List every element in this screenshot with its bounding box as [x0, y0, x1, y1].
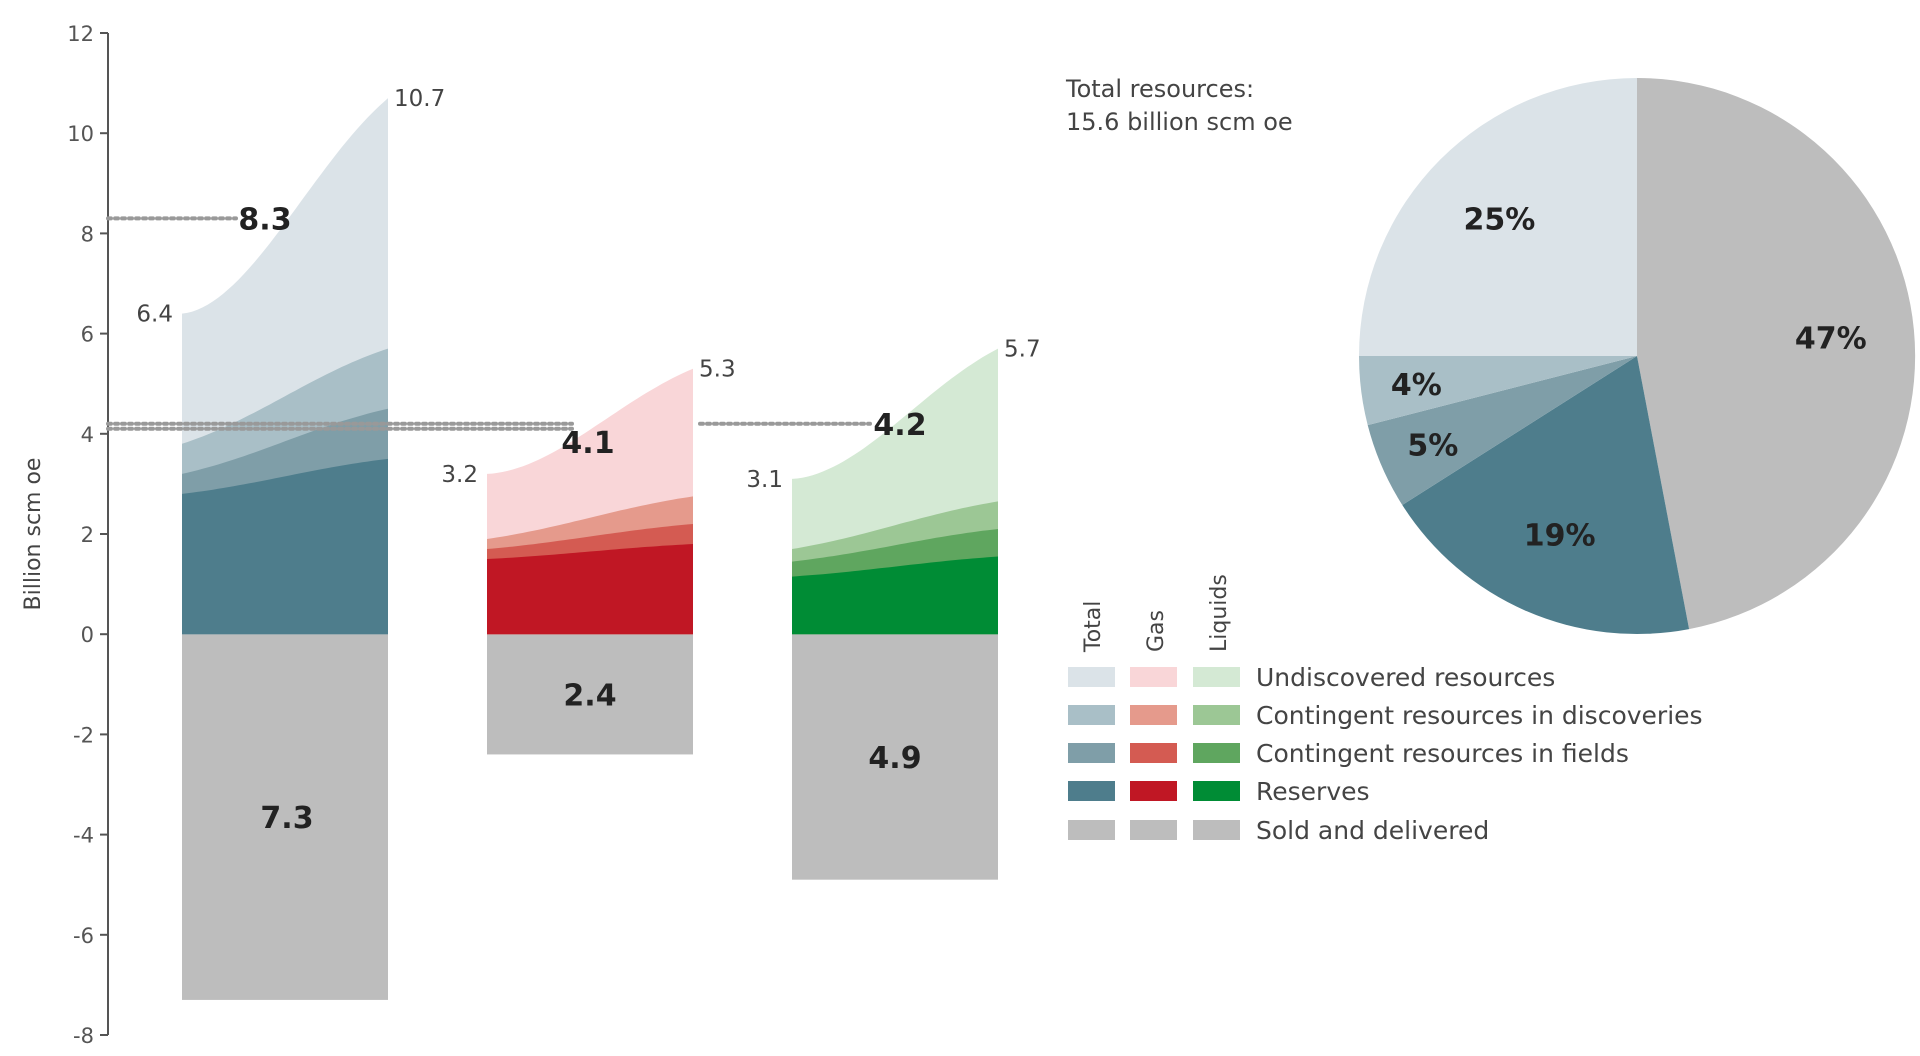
sold-delivered-bar: [182, 634, 388, 1000]
low-estimate-label: 6.4: [136, 302, 173, 328]
y-tick-label: 8: [81, 222, 94, 246]
y-axis-label: Billion scm oe: [21, 458, 46, 611]
legend: Total Gas Liquids Undiscovered resources Con…: [1068, 574, 1703, 845]
sold-delivered-bar: [792, 634, 998, 880]
pie-slice-label: 25%: [1463, 202, 1535, 237]
legend-swatch: [1130, 705, 1177, 725]
y-tick-label: 4: [81, 423, 94, 447]
group-total: 7.3 6.4 10.7: [136, 86, 445, 1000]
y-tick-label: -8: [73, 1024, 94, 1048]
area-groups: 7.3 6.4 10.7 2.4 3.2 5.3 4.9 3.1 5.7 8.3 4.1 4.2: [106, 86, 1041, 1000]
legend-swatch: [1130, 743, 1177, 763]
legend-swatch: [1068, 705, 1115, 725]
sold-delivered-label: 7.3: [260, 801, 313, 836]
legend-label: Contingent resources in discoveries: [1256, 701, 1703, 730]
reserves-area: [182, 458, 388, 635]
legend-swatch: [1193, 743, 1240, 763]
pie-slice-label: 5%: [1407, 428, 1458, 463]
legend-swatch: [1068, 820, 1115, 840]
legend-swatch: [1068, 667, 1115, 687]
reserves-area: [792, 556, 998, 635]
y-tick-label: 12: [67, 22, 94, 46]
legend-header-total: Total: [1081, 601, 1106, 653]
sold-delivered-bar: [487, 634, 693, 755]
legend-label: Undiscovered resources: [1256, 663, 1555, 692]
y-tick-label: 2: [81, 523, 94, 547]
legend-swatch: [1130, 781, 1177, 801]
pie-slice-label: 19%: [1524, 519, 1596, 554]
y-tick-label: -2: [73, 723, 94, 747]
pie-slice: [1367, 356, 1637, 505]
reserves-area: [487, 544, 693, 635]
high-estimate-label: 5.3: [699, 357, 736, 383]
pie-slice: [1637, 77, 1916, 630]
legend-swatch: [1068, 781, 1115, 801]
pie-slice-label: 47%: [1795, 322, 1867, 357]
legend-swatch: [1193, 820, 1240, 840]
group-liquids: 4.9 3.1 5.7: [746, 337, 1041, 880]
group-gas: 2.4 3.2 5.3: [441, 357, 736, 755]
pie-slice: [1359, 78, 1637, 356]
pie-slice: [1402, 356, 1690, 635]
expected-label: 4.1: [561, 426, 614, 461]
high-estimate-label: 10.7: [394, 86, 445, 112]
expected-label: 4.2: [873, 408, 926, 443]
legend-swatch: [1193, 781, 1240, 801]
y-tick-label: 0: [81, 623, 94, 647]
y-tick-label: 6: [81, 323, 94, 347]
pie-chart: Total resources: 15.6 billion scm oe 47% 19…: [1065, 75, 1916, 635]
expected-label: 8.3: [238, 202, 291, 237]
legend-header-liquids: Liquids: [1207, 574, 1232, 652]
pie-title-line1: Total resources:: [1065, 75, 1254, 103]
sold-delivered-label: 4.9: [868, 741, 921, 776]
legend-swatch: [1193, 667, 1240, 687]
legend-swatch: [1068, 743, 1115, 763]
y-axis: 12 10 8 6 4 2 0 -2 -4 -6 -8 Billion scm oe: [21, 22, 109, 1048]
legend-swatch: [1130, 667, 1177, 687]
legend-label: Reserves: [1256, 777, 1370, 806]
low-estimate-label: 3.1: [746, 467, 783, 493]
y-tick-label: -4: [73, 824, 94, 848]
high-estimate-label: 5.7: [1004, 337, 1041, 363]
y-tick-label: -6: [73, 924, 94, 948]
legend-swatch: [1130, 820, 1177, 840]
legend-label: Contingent resources in fields: [1256, 739, 1629, 768]
pie-slice: [1359, 356, 1637, 426]
legend-swatch: [1193, 705, 1240, 725]
pie-slice-label: 4%: [1391, 368, 1442, 403]
pie-title-line2: 15.6 billion scm oe: [1066, 108, 1293, 136]
legend-label: Sold and delivered: [1256, 816, 1489, 845]
y-tick-label: 10: [67, 122, 94, 146]
legend-header-gas: Gas: [1144, 610, 1169, 652]
low-estimate-label: 3.2: [441, 462, 478, 488]
sold-delivered-label: 2.4: [563, 678, 616, 713]
